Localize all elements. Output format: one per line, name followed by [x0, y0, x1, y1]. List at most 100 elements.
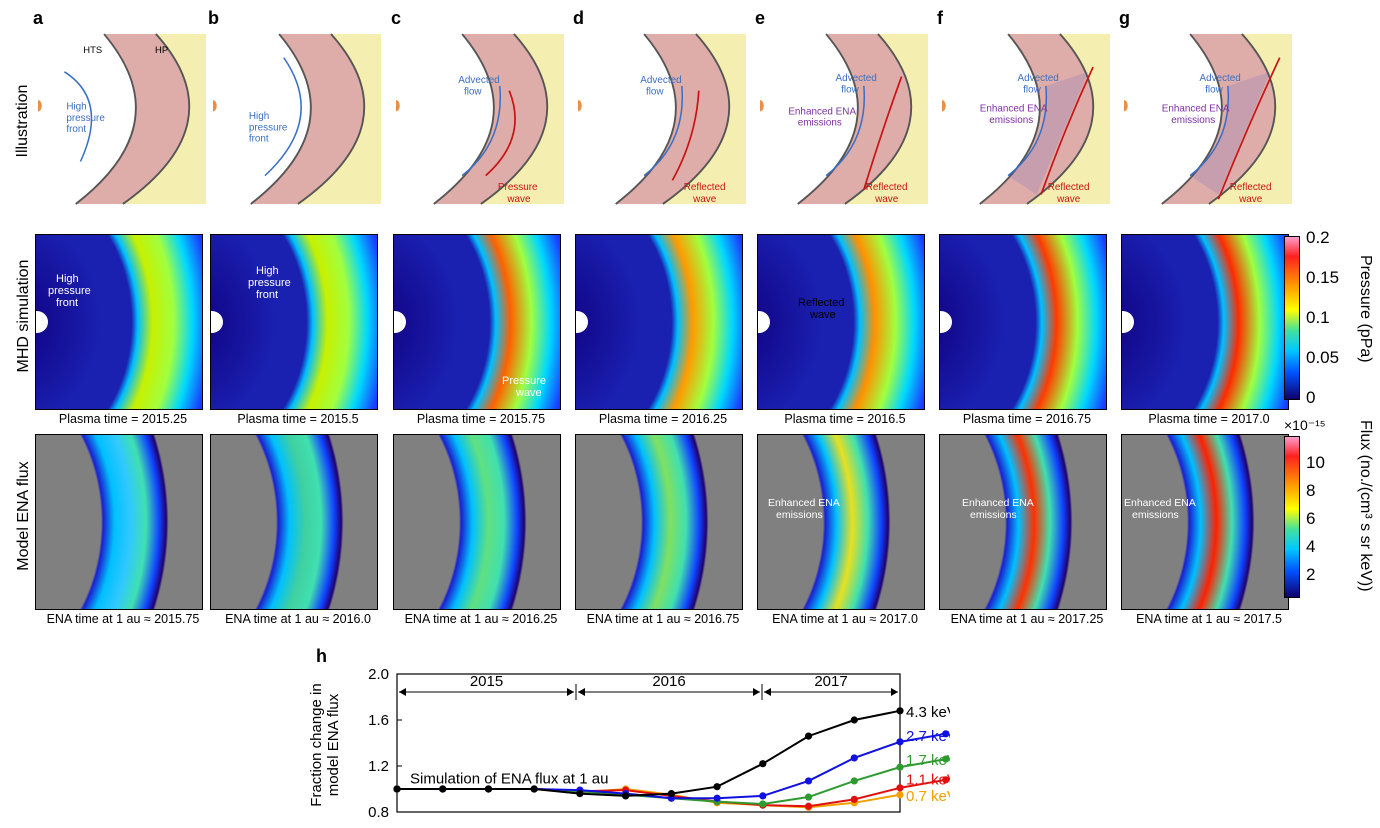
mhd-label-high-front: pressure [248, 277, 291, 289]
mhd-label-reflected-wave: Reflected [798, 297, 845, 309]
illus-label-wave: wave [506, 194, 531, 205]
year-span-arrow [578, 688, 585, 696]
panel-letter-a: a [33, 8, 44, 28]
series-point [484, 785, 493, 793]
ena-label-enhanced: Enhanced ENA [962, 497, 1034, 509]
illus-label-high-front: pressure [66, 113, 105, 124]
sun-marker [576, 311, 588, 333]
ena-caption: ENA time at 1 au ≈ 2016.75 [586, 612, 740, 626]
illus-label-enhanced-ena: Enhanced ENA [980, 103, 1048, 114]
mhd-panel-g [1121, 234, 1289, 410]
series-line [397, 709, 901, 797]
illus-label-advected-flow: flow [646, 86, 664, 97]
panel-letter-c: c [391, 8, 402, 28]
illus-label-wave: wave [692, 194, 717, 205]
year-span-arrow [753, 688, 760, 696]
row-label-illustration: Illustration [14, 84, 31, 158]
illus-label-enhanced-ena: emissions [798, 118, 842, 129]
chart-ylabel-text: Fraction change in model ENA flux [308, 683, 342, 807]
ena-caption: ENA time at 1 au ≈ 2017.5 [1136, 612, 1282, 626]
ena-panel-f: Enhanced ENA emissions [939, 434, 1107, 610]
mhd-caption: Plasma time = 2016.5 [784, 412, 906, 426]
mhd-label-pressure-wave: wave [516, 387, 542, 399]
flux-tick-3: 4 [1306, 537, 1316, 556]
mhd-caption: Plasma time = 2017.0 [1148, 412, 1270, 426]
y-tick-label: 1.6 [368, 712, 389, 729]
mhd-label-high-front: pressure [48, 285, 91, 297]
year-span-arrow [399, 688, 406, 696]
mhd-label-high-front: High [56, 273, 79, 285]
mhd-caption: Plasma time = 2016.25 [598, 412, 728, 426]
illus-label-wave: Pressure [498, 182, 538, 193]
series-point [942, 776, 950, 784]
panel-letter-h: h [316, 646, 327, 666]
mhd-panel-e: Reflected wave [757, 234, 925, 410]
ena-panel-d [575, 434, 743, 610]
series-point [393, 785, 401, 793]
series-label: 4.3 keV [906, 704, 950, 721]
series-point [896, 784, 904, 792]
series-point [850, 795, 858, 803]
ena-panel-c [393, 434, 561, 610]
series-point [942, 730, 950, 738]
illus-label-high-front: front [249, 134, 269, 145]
series-point [850, 777, 858, 785]
ena-caption: ENA time at 1 au ≈ 2017.25 [950, 612, 1104, 626]
illus-label-wave: Reflected [684, 182, 726, 193]
ena-panel-a [35, 434, 203, 610]
ena-label-enhanced: emissions [776, 509, 823, 521]
illus-label-advected-flow: Advected [640, 75, 681, 86]
panel-letter-f: f [937, 8, 943, 28]
row-label-mhd: MHD simulation [15, 259, 32, 373]
ena-label-enhanced: emissions [1132, 509, 1179, 521]
flux-tick-2: 6 [1306, 509, 1316, 528]
series-point [804, 777, 813, 785]
chart-ylabel: Fraction change in model ENA flux [300, 668, 350, 824]
illus-label-wave: Reflected [1230, 182, 1272, 193]
series-point [759, 800, 767, 808]
ena-caption: ENA time at 1 au ≈ 2017.0 [772, 612, 918, 626]
sun-marker [36, 311, 48, 333]
illus-label-wave: wave [1238, 194, 1263, 205]
mhd-caption: Plasma time = 2015.5 [237, 412, 359, 426]
pressure-tick-1: 0.15 [1306, 268, 1340, 287]
series-point [896, 707, 904, 715]
series-point [713, 794, 721, 802]
panel-letter-e: e [755, 8, 766, 28]
y-tick-label: 2.0 [368, 666, 389, 683]
sun-marker [758, 311, 770, 333]
sun-marker [211, 311, 223, 333]
ena-flux-chart: 0.8 1.2 1.6 2.0 2015 2016 2017 Simulation of EN… [368, 666, 950, 821]
illus-label-advected-flow: Advected [1200, 73, 1241, 84]
illus-label-wave: wave [874, 194, 899, 205]
pressure-tick-4: 0 [1306, 388, 1316, 407]
illus-label-wave: Reflected [866, 182, 908, 193]
series-point [804, 732, 813, 740]
flux-tick-1: 8 [1306, 481, 1316, 500]
flux-colorbar-title: Flux (no./(cm³ s sr keV)) [1357, 420, 1374, 592]
mhd-caption: Plasma time = 2015.75 [416, 412, 546, 426]
mhd-label-high-front: front [256, 289, 279, 301]
series-point [896, 763, 904, 771]
mhd-panel-c: Pressure wave [393, 234, 561, 410]
year-span-arrow [567, 688, 574, 696]
series-point [439, 785, 447, 793]
illus-label-enhanced-ena: Enhanced ENA [788, 106, 856, 117]
mhd-caption: Plasma time = 2016.75 [962, 412, 1092, 426]
ena-panel-b [210, 434, 378, 610]
illus-label-enhanced-ena: emissions [989, 115, 1033, 126]
pressure-tick-3: 0.05 [1306, 348, 1340, 367]
series-point [759, 792, 767, 800]
label-hp: HP [155, 44, 168, 55]
year-span-label: 2016 [652, 673, 685, 690]
year-span-label: 2015 [470, 673, 503, 690]
panel-letter-g: g [1119, 8, 1130, 28]
ena-label-enhanced: emissions [970, 509, 1017, 521]
flux-colorbar [1284, 436, 1300, 598]
row-label-ena: Model ENA flux [15, 461, 32, 571]
panel-letter-d: d [573, 8, 584, 28]
series-point [804, 802, 813, 810]
